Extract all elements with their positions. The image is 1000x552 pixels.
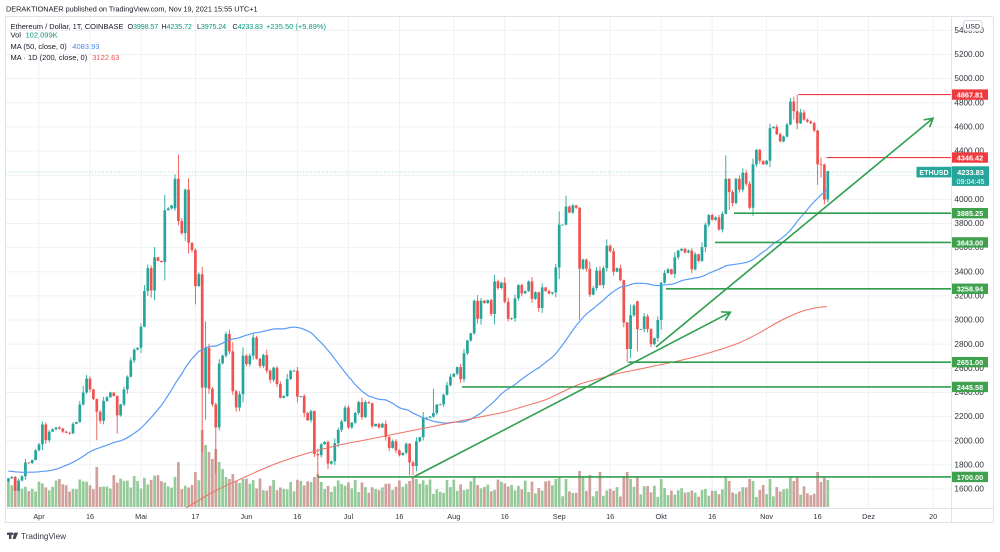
svg-text:+235.50 (+5.89%): +235.50 (+5.89%) <box>266 22 327 31</box>
svg-text:09:04:45: 09:04:45 <box>957 177 985 186</box>
svg-text:2600.00: 2600.00 <box>954 364 984 373</box>
svg-text:3885.25: 3885.25 <box>957 209 983 218</box>
svg-text:Sep: Sep <box>553 512 566 521</box>
svg-text:Vol: Vol <box>11 30 22 39</box>
svg-text:2200.00: 2200.00 <box>954 412 984 421</box>
svg-text:2651.00: 2651.00 <box>957 358 983 367</box>
svg-text:ETHUSD: ETHUSD <box>919 169 948 177</box>
svg-text:1600.00: 1600.00 <box>954 485 984 494</box>
svg-text:4600.00: 4600.00 <box>954 123 984 132</box>
svg-text:USD: USD <box>966 24 980 31</box>
svg-text:Mai: Mai <box>135 512 147 521</box>
svg-text:16: 16 <box>501 512 509 521</box>
svg-text:16: 16 <box>606 512 614 521</box>
svg-text:1800.00: 1800.00 <box>954 460 984 469</box>
svg-text:MA (50, close, 0): MA (50, close, 0) <box>11 42 68 51</box>
svg-text:3400.00: 3400.00 <box>954 267 984 276</box>
svg-text:4346.42: 4346.42 <box>957 153 983 162</box>
svg-text:4800.00: 4800.00 <box>954 98 984 107</box>
svg-text:2400.00: 2400.00 <box>954 388 984 397</box>
svg-text:MA · 1D (200, close, 0): MA · 1D (200, close, 0) <box>11 53 88 62</box>
svg-text:2800.00: 2800.00 <box>954 340 984 349</box>
svg-text:Dez: Dez <box>862 512 875 521</box>
svg-text:H4235.72: H4235.72 <box>162 22 192 31</box>
svg-text:3800.00: 3800.00 <box>954 219 984 228</box>
svg-text:5000.00: 5000.00 <box>954 74 984 83</box>
svg-text:C4233.83: C4233.83 <box>233 22 263 31</box>
svg-text:Aug: Aug <box>447 512 460 521</box>
svg-text:4867.81: 4867.81 <box>957 90 983 99</box>
svg-text:TradingView: TradingView <box>21 532 66 541</box>
svg-text:16: 16 <box>708 512 716 521</box>
svg-text:4083.93: 4083.93 <box>72 42 99 51</box>
svg-text:DERAKTIONAER published on Trad: DERAKTIONAER published on TradingView.co… <box>6 5 258 14</box>
svg-text:4000.00: 4000.00 <box>954 195 984 204</box>
svg-text:20: 20 <box>929 512 937 521</box>
svg-text:4233.83: 4233.83 <box>957 168 984 177</box>
svg-text:3200.00: 3200.00 <box>954 291 984 300</box>
svg-text:16: 16 <box>814 512 822 521</box>
svg-text:17: 17 <box>191 512 199 521</box>
svg-text:Nov: Nov <box>760 512 773 521</box>
svg-text:3258.94: 3258.94 <box>957 285 984 294</box>
svg-text:L3975.24: L3975.24 <box>197 22 226 31</box>
svg-text:Okt: Okt <box>656 512 667 521</box>
svg-text:1700.00: 1700.00 <box>957 473 983 482</box>
svg-text:3600.00: 3600.00 <box>954 243 984 252</box>
svg-text:3000.00: 3000.00 <box>954 316 984 325</box>
svg-text:Apr: Apr <box>33 512 45 521</box>
svg-text:3122.63: 3122.63 <box>92 53 119 62</box>
svg-text:16: 16 <box>293 512 301 521</box>
svg-text:Jul: Jul <box>344 512 354 521</box>
svg-text:5200.00: 5200.00 <box>954 50 984 59</box>
svg-text:2000.00: 2000.00 <box>954 436 984 445</box>
svg-text:3643.00: 3643.00 <box>957 238 983 247</box>
svg-text:16: 16 <box>86 512 94 521</box>
svg-text:102.099K: 102.099K <box>26 30 58 39</box>
svg-text:2445.58: 2445.58 <box>957 383 983 392</box>
svg-text:Jun: Jun <box>241 512 253 521</box>
svg-text:Ethereum / Dollar, 1T, COINBAS: Ethereum / Dollar, 1T, COINBASE <box>11 22 124 31</box>
svg-text:O3998.57: O3998.57 <box>128 22 159 31</box>
svg-text:4400.00: 4400.00 <box>954 147 984 156</box>
svg-text:16: 16 <box>395 512 403 521</box>
